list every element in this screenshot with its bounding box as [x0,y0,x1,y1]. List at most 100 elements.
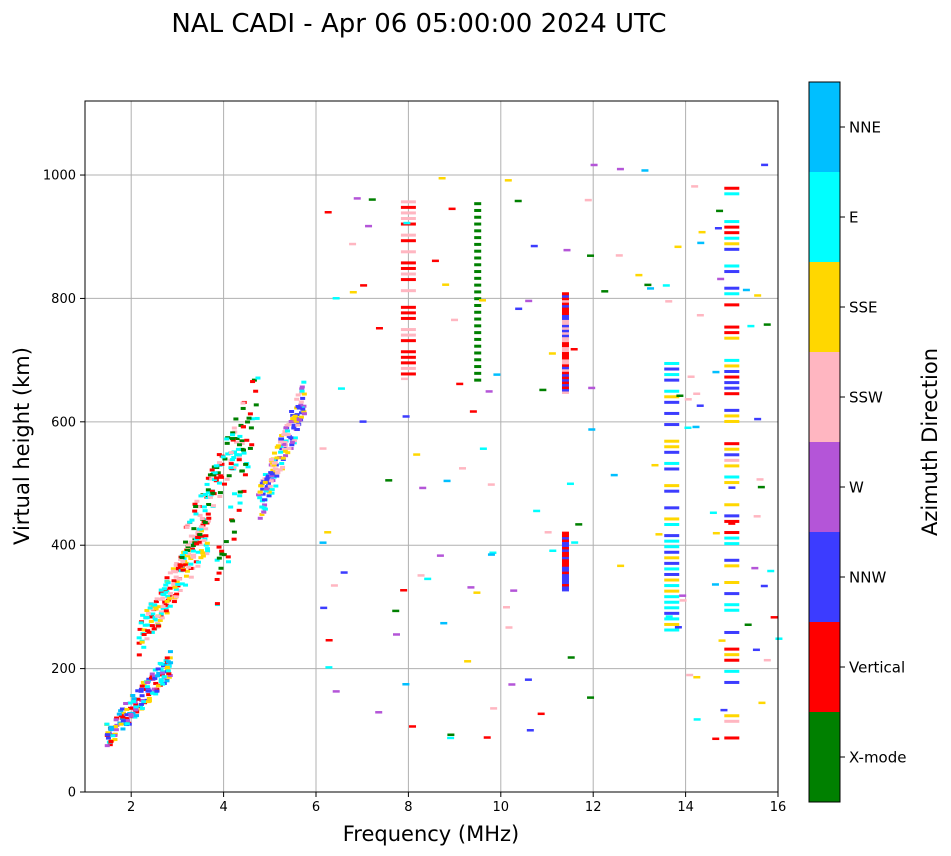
data-point [758,701,766,705]
data-point [205,549,211,553]
data-point [301,392,307,396]
data-point [141,700,147,704]
data-point [134,714,140,718]
data-point [724,481,740,485]
data-point [724,564,740,568]
data-point [615,254,623,257]
data-point [194,542,200,546]
data-point [375,711,383,714]
data-point [617,564,625,568]
data-point [173,563,179,567]
data-point [217,494,223,498]
data-point [182,551,188,555]
data-point [664,545,680,549]
data-point [724,231,740,235]
data-point [139,694,145,698]
data-point [214,577,220,581]
data-point [686,673,694,677]
data-point [198,494,204,498]
data-point [400,289,416,293]
data-point [561,534,569,538]
data-point [561,316,569,320]
data-point [156,605,162,609]
data-point [277,468,283,472]
data-point [204,552,210,556]
data-point [561,556,569,560]
data-point [724,364,740,368]
data-point [299,389,305,393]
data-point [289,409,295,413]
data-point [215,471,221,475]
data-point [138,687,144,691]
data-point [655,533,663,536]
data-point [714,227,722,230]
data-point [167,656,173,660]
data-point [664,423,680,427]
data-point [148,676,154,680]
data-point [155,674,161,678]
data-point [514,199,522,203]
x-tick-label: 4 [219,800,227,815]
data-point [474,249,482,253]
data-point [400,239,416,243]
data-point [133,710,139,714]
data-point [561,339,569,343]
data-point [253,403,259,407]
data-point [148,619,154,623]
data-point [561,331,569,335]
data-point [104,733,110,737]
data-point [403,221,411,225]
data-point [296,406,302,410]
data-point [234,453,240,457]
data-point [155,614,161,618]
data-point [664,517,680,521]
data-point [214,558,220,562]
data-point [194,499,200,503]
data-point [474,242,482,246]
data-point [474,202,482,206]
data-point [291,417,297,421]
data-point [325,666,333,669]
data-point [271,461,277,465]
data-point [504,179,512,182]
colorbar: X-mode Vertical NNW W SSW SSE E NNE [808,81,906,803]
data-point [724,475,740,479]
data-point [257,496,263,500]
data-point [198,529,204,533]
data-point [664,484,680,488]
data-point [424,577,432,581]
data-point [224,477,230,481]
data-point [214,476,220,480]
data-point [185,548,191,552]
data-point [240,425,246,429]
data-point [289,440,295,444]
data-point [171,579,177,583]
data-point [228,466,234,470]
data-point [204,547,210,551]
data-point [163,583,169,587]
data-point [285,429,291,433]
data-point [160,596,166,600]
data-point [641,169,649,172]
data-point [561,324,569,328]
data-point [150,691,156,695]
data-point [413,453,421,456]
data-point [171,569,177,573]
data-point [283,454,289,458]
data-point [161,675,167,679]
data-point [177,589,183,593]
data-point [192,535,198,539]
x-tick-label: 16 [770,800,787,815]
data-point [202,509,208,513]
data-point [724,331,740,335]
data-point [212,471,218,475]
data-point [153,607,159,611]
data-point [118,722,124,726]
data-point [770,616,778,619]
data-point [664,628,680,632]
data-point [265,481,271,485]
data-point [724,519,740,523]
data-point [561,321,569,325]
data-point [292,439,298,443]
data-point [601,290,609,293]
